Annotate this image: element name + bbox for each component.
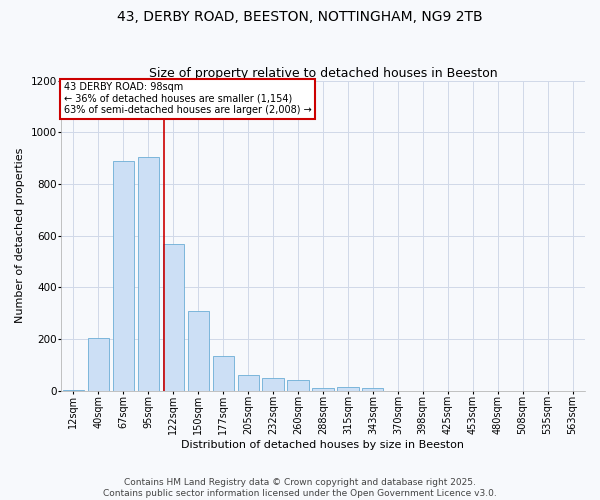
Bar <box>63 390 84 391</box>
Text: 43 DERBY ROAD: 98sqm
← 36% of detached houses are smaller (1,154)
63% of semi-de: 43 DERBY ROAD: 98sqm ← 36% of detached h… <box>64 82 311 116</box>
Y-axis label: Number of detached properties: Number of detached properties <box>15 148 25 324</box>
X-axis label: Distribution of detached houses by size in Beeston: Distribution of detached houses by size … <box>181 440 464 450</box>
Bar <box>88 338 109 391</box>
Bar <box>362 388 383 391</box>
Bar <box>313 388 334 391</box>
Bar <box>163 244 184 391</box>
Bar <box>113 161 134 391</box>
Bar <box>188 311 209 391</box>
Title: Size of property relative to detached houses in Beeston: Size of property relative to detached ho… <box>149 66 497 80</box>
Bar <box>262 378 284 391</box>
Bar <box>238 375 259 391</box>
Bar <box>212 356 234 391</box>
Bar <box>287 380 308 391</box>
Bar <box>138 157 159 391</box>
Text: Contains HM Land Registry data © Crown copyright and database right 2025.
Contai: Contains HM Land Registry data © Crown c… <box>103 478 497 498</box>
Text: 43, DERBY ROAD, BEESTON, NOTTINGHAM, NG9 2TB: 43, DERBY ROAD, BEESTON, NOTTINGHAM, NG9… <box>117 10 483 24</box>
Bar <box>337 386 359 391</box>
